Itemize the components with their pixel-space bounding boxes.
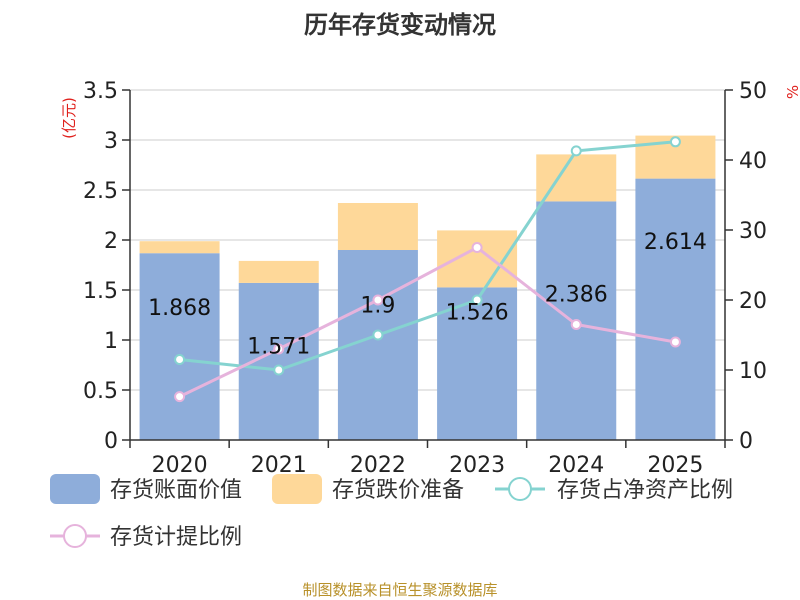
data-label-book-value: 1.526: [446, 300, 509, 325]
point-asset-ratio: [273, 364, 285, 376]
lines: [174, 136, 681, 403]
x-axis-tick-label: 2022: [350, 453, 406, 478]
bar-book-value: [635, 178, 716, 440]
x-axis-tick-label: 2023: [449, 453, 505, 478]
left-axis-tick-label: 2.5: [83, 179, 118, 204]
legend-marker-provision-ratio: [63, 524, 87, 548]
bar-impairment-reserve: [139, 241, 220, 254]
data-label-book-value: 1.868: [148, 296, 211, 321]
point-asset-ratio: [471, 294, 483, 306]
point-provision-ratio: [669, 336, 681, 348]
data-label-book-value: 1.571: [247, 335, 310, 360]
bars: [139, 135, 716, 440]
point-asset-ratio: [372, 329, 384, 341]
source-note: 制图数据来自恒生聚源数据库: [302, 581, 497, 599]
legend-swatch-book-value: [50, 474, 100, 504]
point-asset-ratio: [570, 145, 582, 157]
line-asset-ratio: [179, 140, 676, 372]
legend-label-impairment: 存货跌价准备: [332, 478, 464, 503]
point-provision-ratio: [273, 343, 285, 355]
legend-swatch-impairment: [272, 474, 322, 504]
bar-book-value: [437, 287, 518, 440]
point-provision-ratio: [471, 242, 483, 253]
legend-label-asset-ratio: 存货占净资产比例: [557, 478, 733, 503]
left-axis-tick-label: 1: [104, 329, 118, 354]
chart-title: 历年存货变动情况: [304, 11, 496, 39]
data-label-book-value: 1.9: [360, 294, 395, 319]
right-axis-unit: %: [784, 85, 800, 99]
gridlines: [130, 89, 725, 391]
left-axis-tick-label: 0: [104, 429, 118, 454]
x-axis-tick-label: 2021: [251, 453, 307, 478]
axes: 0 0.5 1 1.5 2 2.5 3 3.5 0 10 20 30 40 50 2020 2021 2022 2…: [83, 79, 767, 478]
point-asset-ratio: [669, 136, 681, 148]
right-axis-tick-label: 10: [739, 359, 767, 384]
x-axis-tick-label: 2020: [152, 453, 208, 478]
right-axis-tick-label: 0: [739, 429, 753, 454]
x-axis-tick-label: 2024: [548, 453, 604, 478]
left-axis-tick-label: 1.5: [83, 279, 118, 304]
line-provision-ratio: [178, 245, 676, 398]
point-provision-ratio: [174, 391, 186, 403]
data-label-book-value: 2.386: [545, 283, 608, 308]
right-axis-tick-label: 50: [739, 79, 767, 104]
left-axis-unit: (亿元): [60, 97, 78, 139]
bar-impairment-reserve: [238, 260, 319, 283]
data-labels: 1.868 1.571 1.9 1.526 2.386 2.614: [148, 230, 707, 359]
point-provision-ratio: [570, 319, 582, 330]
point-provision-ratio: [372, 294, 384, 306]
legend-label-book-value: 存货账面价值: [110, 478, 242, 503]
x-axis-tick-label: 2025: [647, 453, 703, 478]
right-axis-tick-label: 40: [739, 149, 767, 174]
bar-book-value: [139, 253, 220, 440]
left-axis-tick-label: 2: [104, 229, 118, 254]
legend-marker-asset-ratio: [508, 477, 532, 501]
left-axis-tick-label: 3: [104, 129, 118, 154]
legend-label-provision-ratio: 存货计提比例: [110, 525, 242, 550]
point-asset-ratio: [174, 354, 186, 365]
right-axis-tick-label: 20: [739, 289, 767, 314]
right-axis-tick-label: 30: [739, 219, 767, 244]
left-axis-tick-label: 0.5: [83, 379, 118, 404]
data-label-book-value: 2.614: [644, 230, 707, 255]
left-axis-tick-label: 3.5: [83, 79, 118, 104]
bar-impairment-reserve: [337, 203, 418, 250]
